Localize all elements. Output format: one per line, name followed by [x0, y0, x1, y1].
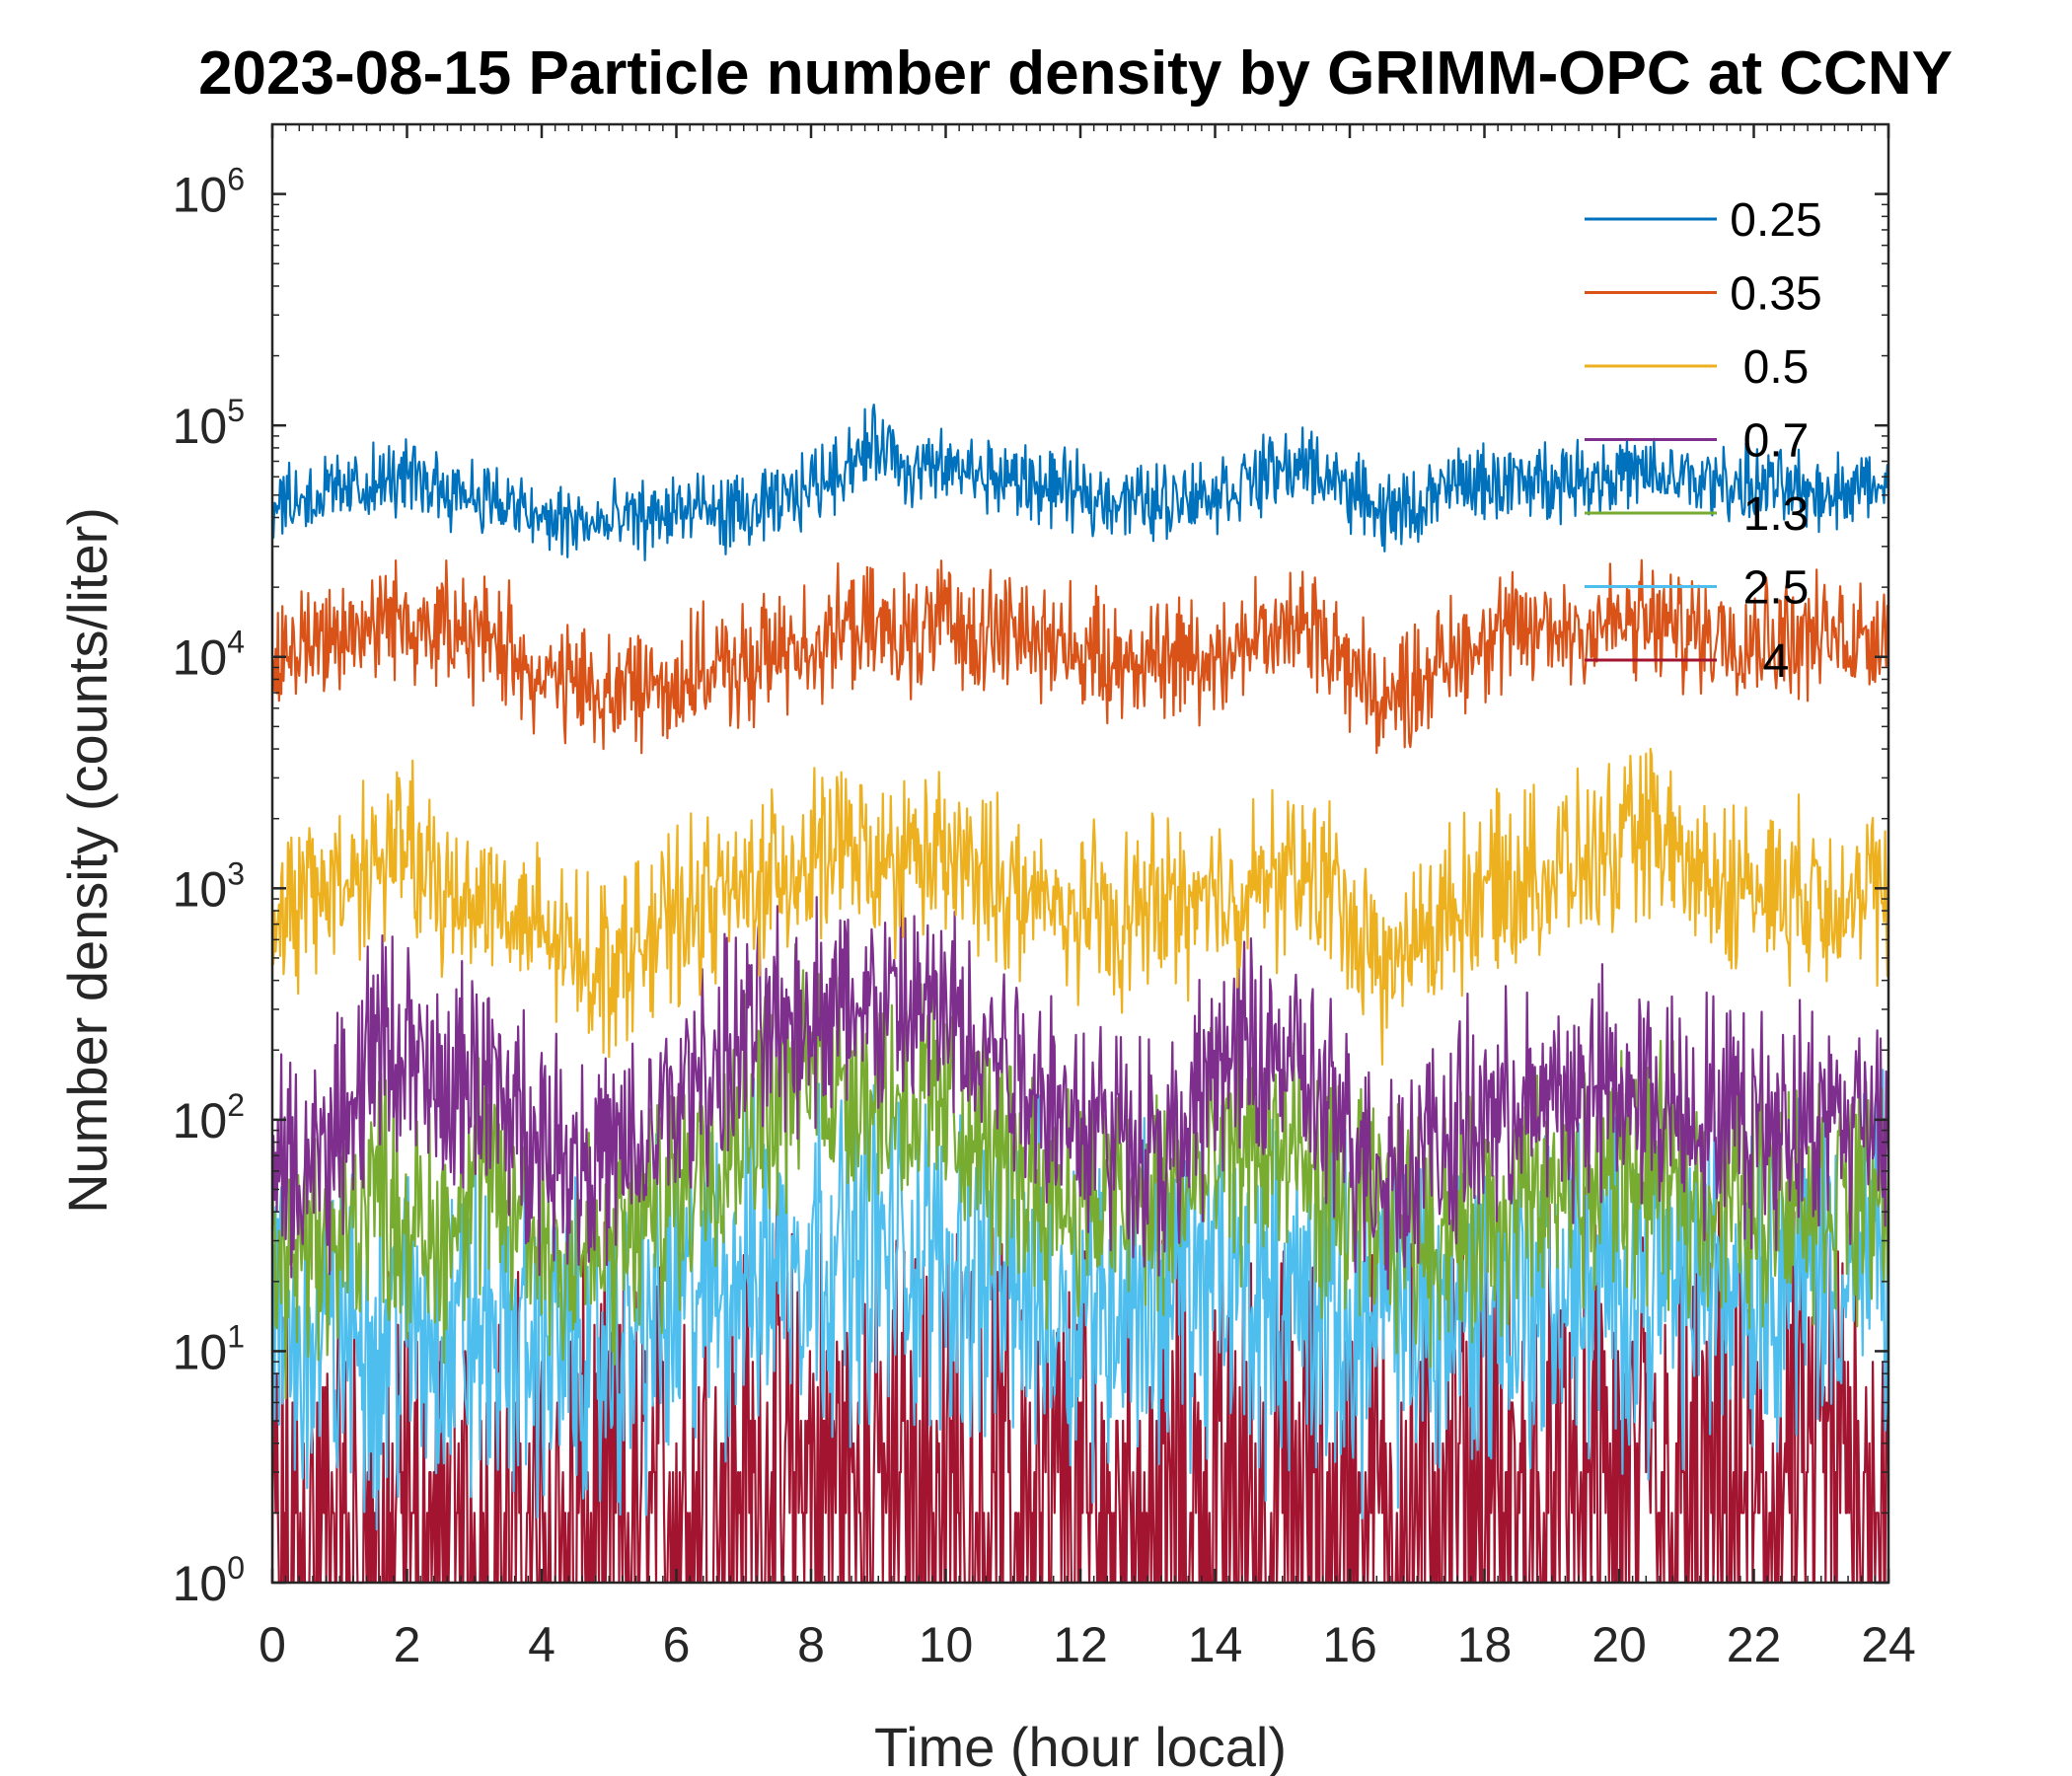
x-tick-label: 4 — [528, 1617, 555, 1672]
y-tick-label: 105 — [173, 393, 245, 454]
y-axis-label: Number density (counts/liter) — [56, 507, 118, 1214]
x-tick-label: 0 — [259, 1617, 286, 1672]
legend: 0.25 0.35 0.5 0.7 1.3 2.5 4 — [1585, 194, 1822, 688]
chart-title: 2023-08-15 Particle number density by GR… — [198, 39, 1953, 108]
x-tick-label: 20 — [1591, 1617, 1647, 1672]
tick-layer: 0 2 4 6 8 10 12 14 16 18 20 22 241001011021031041051… — [173, 123, 1916, 1672]
x-tick-label: 16 — [1322, 1617, 1377, 1672]
series-line-0-5 — [270, 747, 1890, 1066]
x-tick-label: 24 — [1861, 1617, 1916, 1672]
x-tick-label: 14 — [1188, 1617, 1243, 1672]
series-layer — [270, 404, 1890, 1585]
y-tick-label: 102 — [173, 1087, 245, 1148]
x-tick-label: 2 — [394, 1617, 421, 1672]
legend-label-1-3: 1.3 — [1743, 488, 1810, 541]
y-tick-label: 104 — [173, 625, 245, 686]
x-tick-label: 10 — [919, 1617, 974, 1672]
legend-label-0-35: 0.35 — [1730, 268, 1821, 321]
legend-label-0-5: 0.5 — [1743, 341, 1810, 394]
legend-label-0-25: 0.25 — [1730, 194, 1821, 247]
y-tick-label: 101 — [173, 1318, 245, 1379]
x-axis-label: Time (hour local) — [874, 1716, 1287, 1776]
x-tick-label: 8 — [797, 1617, 825, 1672]
y-tick-label: 106 — [173, 162, 245, 223]
legend-label-0-7: 0.7 — [1743, 415, 1810, 468]
y-tick-label: 100 — [173, 1550, 245, 1611]
series-line-0-7 — [270, 892, 1890, 1291]
series-line-0-35 — [270, 558, 1890, 755]
legend-label-2-5: 2.5 — [1743, 562, 1810, 615]
x-tick-label: 6 — [663, 1617, 691, 1672]
legend-label-4: 4 — [1763, 635, 1790, 688]
y-tick-label: 103 — [173, 855, 245, 917]
x-tick-label: 18 — [1457, 1617, 1513, 1672]
x-tick-label: 22 — [1727, 1617, 1782, 1672]
x-tick-label: 12 — [1053, 1617, 1108, 1672]
series-line-0-25 — [270, 404, 1890, 561]
